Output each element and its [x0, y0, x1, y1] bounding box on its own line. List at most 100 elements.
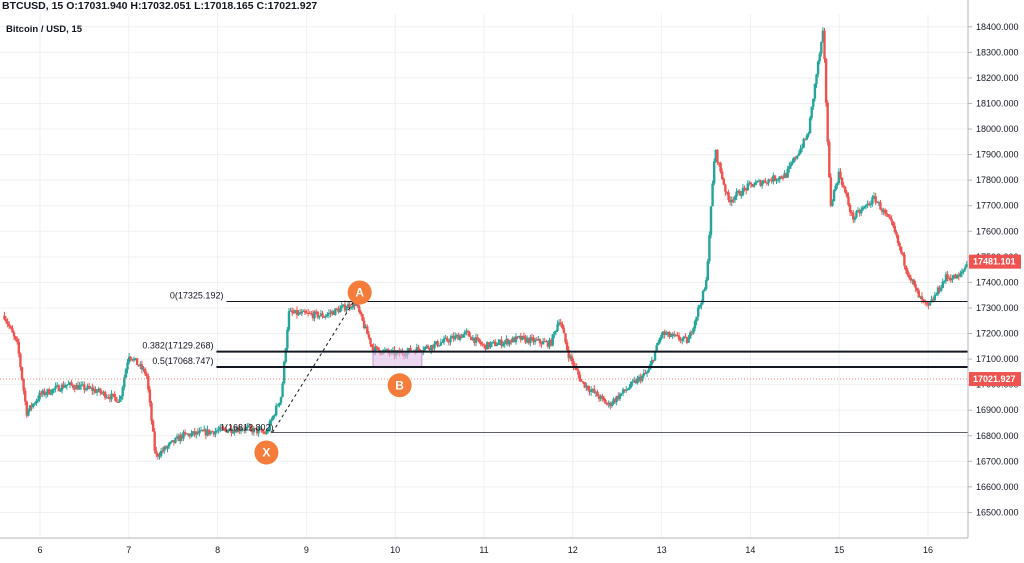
- candle-body: [812, 98, 815, 107]
- candle-body: [343, 304, 347, 311]
- candle-body: [222, 428, 225, 430]
- candle-body: [223, 428, 227, 430]
- candle-body: [599, 395, 602, 400]
- candle-body: [633, 380, 636, 382]
- candle-body: [880, 209, 884, 212]
- candle-body: [775, 179, 778, 181]
- candle-body: [543, 341, 546, 343]
- candle-body: [762, 180, 765, 183]
- candle-body: [249, 425, 252, 429]
- fib-level-label: 0.5(17068.747): [152, 356, 213, 366]
- candle-body: [553, 331, 556, 335]
- candle-body: [824, 59, 828, 103]
- candle-body: [671, 333, 674, 336]
- candle-body: [118, 399, 121, 403]
- candle-body: [514, 336, 518, 343]
- candle-body: [172, 440, 176, 443]
- x-tick-label: 15: [834, 545, 844, 555]
- candle-body: [724, 184, 727, 192]
- candle-body: [206, 429, 209, 436]
- candle-body: [821, 30, 825, 42]
- candle-body: [259, 429, 262, 431]
- y-tick-label: 18000.000: [976, 124, 1019, 134]
- candle-body: [417, 347, 420, 350]
- candle-body: [278, 402, 281, 406]
- candle-body: [800, 147, 804, 149]
- candle-body: [799, 148, 802, 154]
- candle-body: [79, 384, 83, 386]
- candle-body: [201, 430, 204, 432]
- candle-body: [652, 360, 655, 362]
- candle-body: [612, 399, 615, 404]
- candle-body: [487, 342, 490, 348]
- candle-body: [100, 392, 104, 394]
- candle-body: [900, 246, 903, 253]
- candle-body: [601, 395, 604, 398]
- candle-body: [286, 329, 289, 349]
- candle-body: [211, 431, 214, 433]
- candle-body: [337, 309, 340, 313]
- candle-body: [908, 274, 911, 278]
- candle-body: [470, 336, 473, 341]
- candle-body: [874, 196, 877, 203]
- candle-body: [49, 393, 52, 395]
- candle-body: [300, 311, 303, 314]
- candle-body: [73, 387, 76, 390]
- candle-body: [788, 166, 791, 169]
- candle-body: [885, 213, 889, 215]
- candle-body: [305, 312, 308, 314]
- candle-body: [103, 391, 107, 398]
- candle-body: [511, 337, 514, 343]
- pattern-overlays: 0(17325.192) 0.382(17129.268) 0.5(17068.74…: [0, 280, 968, 465]
- candle-body: [454, 335, 457, 340]
- x-tick-label: 14: [745, 545, 755, 555]
- candle-body: [415, 347, 419, 354]
- candle-body: [327, 312, 331, 315]
- candle-body: [792, 157, 796, 162]
- candle-body: [776, 179, 780, 181]
- candle-body: [852, 212, 855, 220]
- candle-body: [158, 455, 161, 457]
- y-tick-label: 17300.000: [976, 303, 1019, 313]
- candle-body: [359, 312, 363, 315]
- candle-body: [217, 429, 220, 431]
- candle-body: [794, 157, 797, 159]
- x-level-label: 1(16812.802): [220, 422, 274, 432]
- candle-body: [426, 345, 430, 349]
- candle-body: [233, 429, 236, 433]
- y-tick-label: 17100.000: [976, 354, 1019, 364]
- candle-body: [274, 405, 278, 416]
- candle-body: [439, 342, 443, 346]
- candle-body: [896, 235, 900, 243]
- candle-body: [594, 391, 598, 393]
- candle-body: [33, 403, 37, 405]
- candle-body: [818, 53, 821, 62]
- candle-body: [546, 341, 550, 347]
- candle-body: [663, 331, 666, 335]
- candle-body: [143, 368, 147, 374]
- candle-body: [24, 390, 27, 402]
- candle-body: [658, 338, 662, 343]
- candle-body: [930, 299, 933, 303]
- candle-body: [458, 335, 462, 340]
- candle-body: [525, 338, 529, 343]
- candle-body: [602, 397, 606, 401]
- fib-level-label: 0.382(17129.268): [142, 341, 213, 351]
- candle-body: [898, 242, 901, 247]
- candle-body: [498, 339, 502, 343]
- candle-body: [167, 443, 171, 447]
- candle-body: [17, 342, 21, 354]
- candle-body: [434, 341, 438, 344]
- pattern-point-a: [347, 280, 372, 305]
- candle-body: [728, 199, 732, 203]
- candle-body: [227, 430, 230, 433]
- candle-body: [559, 322, 562, 325]
- candle-body: [473, 337, 476, 343]
- candle-body: [748, 182, 751, 184]
- candle-body: [674, 334, 678, 336]
- candle-body: [19, 353, 22, 368]
- candle-body: [164, 446, 168, 449]
- candle-body: [254, 428, 257, 430]
- legend-high: H:17032.051: [130, 0, 192, 12]
